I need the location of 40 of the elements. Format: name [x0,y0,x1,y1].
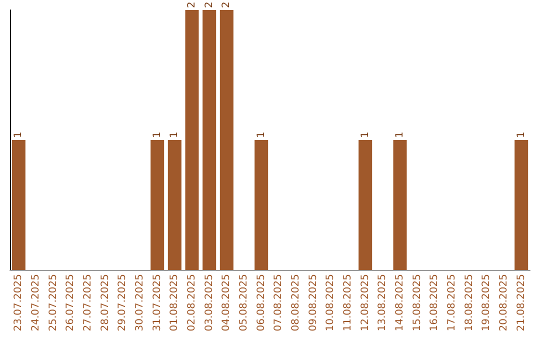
x-tick-label: 04.08.2025 [221,274,232,332]
x-tick-label: 21.08.2025 [516,274,527,332]
x-tick-label: 28.07.2025 [100,274,111,332]
data-label: 2 [221,2,232,8]
x-tick-label: 27.07.2025 [82,274,94,332]
data-label: 1 [13,132,24,138]
x-tick-label: 16.08.2025 [429,274,440,332]
x-tick-label: 07.08.2025 [273,274,284,332]
x-tick-label: 20.08.2025 [498,274,510,332]
x-tick-label: 14.08.2025 [394,274,406,332]
data-label: 2 [186,2,198,8]
x-tick-label: 01.08.2025 [169,274,180,332]
x-tick-label: 19.08.2025 [481,274,492,332]
x-tick-label: 29.07.2025 [117,274,128,332]
x-tick-label: 03.08.2025 [204,274,215,332]
x-tick-label: 09.08.2025 [308,274,319,332]
x-tick-label: 23.07.2025 [13,274,24,332]
x-tick-label: 08.08.2025 [290,274,302,332]
x-tick-label: 25.07.2025 [48,274,59,332]
x-tick-label: 31.07.2025 [152,274,163,332]
x-tick-label: 26.07.2025 [65,274,76,332]
data-label: 1 [169,132,180,138]
x-tick-label: 11.08.2025 [342,274,354,332]
data-label: 1 [256,132,267,138]
x-tick-label: 02.08.2025 [186,274,198,332]
x-tick-label: 18.08.2025 [464,274,475,332]
x-tick-label: 10.08.2025 [325,274,336,332]
x-tick-label: 24.07.2025 [30,274,42,332]
x-tick-label: 30.07.2025 [134,274,146,332]
x-tick-label: 06.08.2025 [256,274,267,332]
x-tick-label: 13.08.2025 [377,274,388,332]
data-label: 1 [152,132,163,138]
data-label: 1 [516,132,527,138]
x-tick-label: 12.08.2025 [360,274,371,332]
x-tick-label: 05.08.2025 [238,274,250,332]
x-tick-label: 15.08.2025 [412,274,423,332]
data-label: 2 [204,2,215,8]
data-label: 1 [360,132,371,138]
data-label: 1 [394,132,406,138]
x-tick-label: 17.08.2025 [446,274,458,332]
